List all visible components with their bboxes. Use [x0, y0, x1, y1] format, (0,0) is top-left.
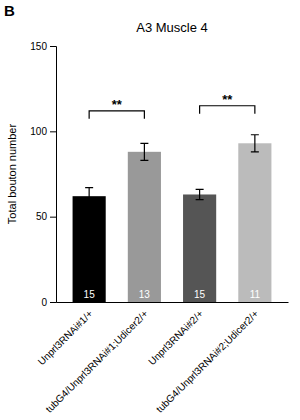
title: A3 Muscle 4: [136, 20, 208, 35]
y-tick-label: 150: [30, 41, 47, 52]
y-tick-mark: [50, 46, 56, 47]
error-bar: [251, 135, 259, 152]
significance-bracket: [89, 111, 144, 119]
x-tick-label: tubG4/Unprl3RNAi#1;Udicer2/+: [43, 308, 150, 415]
n-label: 13: [139, 289, 151, 300]
x-tick: tubG4/Unprl3RNAi#2;Udicer2/+: [154, 302, 261, 415]
y-tick: 100: [30, 126, 56, 137]
x-tick: Unprl3RNAi#2/+: [146, 302, 205, 367]
plot: 050100150Unprl3RNAi#1/+tubG4/Unprl3RNAi#…: [30, 41, 288, 415]
y-axis: 0 50 100 150: [30, 41, 56, 308]
y-tick-mark: [50, 302, 56, 303]
x-axis: Unprl3RNAi#1/+tubG4/Unprl3RNAi#1;Udicer2…: [36, 302, 289, 415]
x-tick: tubG4/Unprl3RNAi#1;Udicer2/+: [43, 302, 150, 415]
error-bar: [196, 189, 204, 199]
panel-label: B: [4, 2, 15, 19]
x-tick: Unprl3RNAi#1/+: [36, 302, 95, 367]
annotations: 15 13 15 11 ** **: [84, 92, 261, 300]
y-tick-label: 50: [36, 211, 48, 222]
error-bar: [85, 188, 93, 205]
y-axis-title: Total bouton number: [6, 124, 18, 225]
x-axis-line: [57, 302, 289, 303]
bar: [238, 143, 271, 302]
y-tick-mark: [50, 217, 56, 218]
n-label: 11: [250, 289, 261, 300]
y-tick: 150: [30, 41, 56, 52]
error-bar: [140, 143, 148, 160]
marks: [73, 135, 272, 302]
y-axis-line: [50, 47, 57, 303]
n-label: 15: [84, 289, 96, 300]
significance-label: **: [222, 92, 233, 107]
y-tick: 50: [36, 211, 56, 222]
x-tick-label: Unprl3RNAi#1/+: [36, 308, 95, 367]
chart: 050100150Unprl3RNAi#1/+tubG4/Unprl3RNAi#…: [0, 0, 300, 420]
significance-label: **: [112, 97, 123, 112]
x-tick-label: Unprl3RNAi#2/+: [146, 308, 205, 367]
n-label: 15: [194, 289, 206, 300]
y-tick-label: 100: [30, 126, 47, 137]
bar: [73, 196, 106, 302]
bar: [128, 152, 161, 302]
bar: [183, 194, 216, 302]
y-tick: 0: [41, 297, 56, 308]
x-tick-label: tubG4/Unprl3RNAi#2;Udicer2/+: [154, 308, 261, 415]
y-tick-label: 0: [41, 297, 47, 308]
significance-bracket: [200, 106, 255, 114]
y-tick-mark: [50, 131, 56, 132]
